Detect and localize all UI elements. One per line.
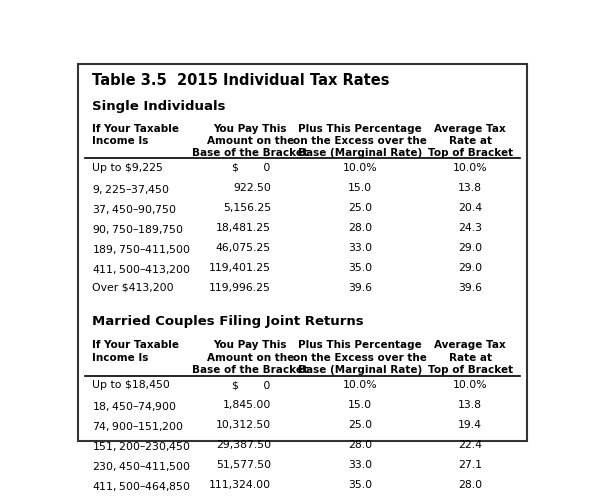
Text: $74,900–$151,200: $74,900–$151,200 — [92, 420, 184, 434]
Text: 10.0%: 10.0% — [343, 163, 378, 173]
Text: 39.6: 39.6 — [348, 283, 372, 293]
Text: 29.0: 29.0 — [458, 243, 482, 253]
Text: 10.0%: 10.0% — [453, 380, 488, 390]
Text: $189,750–$411,500: $189,750–$411,500 — [92, 243, 191, 256]
Text: 13.8: 13.8 — [458, 400, 482, 410]
Text: If Your Taxable
Income Is: If Your Taxable Income Is — [92, 124, 179, 146]
Text: 35.0: 35.0 — [348, 480, 372, 490]
Text: Married Couples Filing Joint Returns: Married Couples Filing Joint Returns — [92, 316, 364, 328]
Text: Average Tax
Rate at
Top of Bracket: Average Tax Rate at Top of Bracket — [427, 124, 512, 158]
Text: 20.4: 20.4 — [458, 203, 482, 213]
Text: Plus This Percentage
on the Excess over the
Base (Marginal Rate): Plus This Percentage on the Excess over … — [293, 340, 427, 375]
Text: 19.4: 19.4 — [458, 420, 482, 430]
Text: 51,577.50: 51,577.50 — [216, 460, 271, 470]
Text: 111,324.00: 111,324.00 — [209, 480, 271, 490]
Text: 5,156.25: 5,156.25 — [223, 203, 271, 213]
Text: 18,481.25: 18,481.25 — [216, 223, 271, 233]
Text: $411,500–$464,850: $411,500–$464,850 — [92, 480, 191, 494]
Text: 10.0%: 10.0% — [453, 163, 488, 173]
Text: 33.0: 33.0 — [348, 243, 372, 253]
Text: 39.6: 39.6 — [458, 283, 482, 293]
Text: $151,200–$230,450: $151,200–$230,450 — [92, 440, 191, 454]
Text: Over $413,200: Over $413,200 — [92, 283, 174, 293]
Text: 119,996.25: 119,996.25 — [209, 283, 271, 293]
Text: 25.0: 25.0 — [348, 420, 372, 430]
Text: 922.50: 922.50 — [233, 183, 271, 193]
Text: 28.0: 28.0 — [348, 440, 372, 450]
Text: 22.4: 22.4 — [458, 440, 482, 450]
Text: $18,450–$74,900: $18,450–$74,900 — [92, 400, 177, 413]
FancyBboxPatch shape — [79, 64, 527, 441]
Text: Plus This Percentage
on the Excess over the
Base (Marginal Rate): Plus This Percentage on the Excess over … — [293, 124, 427, 158]
Text: 10,312.50: 10,312.50 — [216, 420, 271, 430]
Text: Single Individuals: Single Individuals — [92, 100, 226, 114]
Text: $9,225–$37,450: $9,225–$37,450 — [92, 183, 170, 196]
Text: 15.0: 15.0 — [348, 183, 372, 193]
Text: 35.0: 35.0 — [348, 263, 372, 273]
Text: 10.0%: 10.0% — [343, 380, 378, 390]
Text: $37,450–$90,750: $37,450–$90,750 — [92, 203, 177, 216]
Text: $230,450–$411,500: $230,450–$411,500 — [92, 460, 191, 473]
Text: 25.0: 25.0 — [348, 203, 372, 213]
Text: If Your Taxable
Income Is: If Your Taxable Income Is — [92, 340, 179, 362]
Text: 46,075.25: 46,075.25 — [216, 243, 271, 253]
Text: Table 3.5  2015 Individual Tax Rates: Table 3.5 2015 Individual Tax Rates — [92, 74, 389, 88]
Text: You Pay This
Amount on the
Base of the Bracket: You Pay This Amount on the Base of the B… — [192, 124, 309, 158]
Text: 24.3: 24.3 — [458, 223, 482, 233]
Text: 28.0: 28.0 — [348, 223, 372, 233]
Text: You Pay This
Amount on the
Base of the Bracket: You Pay This Amount on the Base of the B… — [192, 340, 309, 375]
Text: 15.0: 15.0 — [348, 400, 372, 410]
Text: 28.0: 28.0 — [458, 480, 482, 490]
Text: 27.1: 27.1 — [458, 460, 482, 470]
Text: Up to $9,225: Up to $9,225 — [92, 163, 163, 173]
Text: 33.0: 33.0 — [348, 460, 372, 470]
Text: $       0: $ 0 — [232, 380, 271, 390]
Text: 1,845.00: 1,845.00 — [222, 400, 271, 410]
Text: $411,500–$413,200: $411,500–$413,200 — [92, 263, 191, 276]
Text: $       0: $ 0 — [232, 163, 271, 173]
Text: Up to $18,450: Up to $18,450 — [92, 380, 170, 390]
Text: 29,387.50: 29,387.50 — [216, 440, 271, 450]
Text: Average Tax
Rate at
Top of Bracket: Average Tax Rate at Top of Bracket — [427, 340, 512, 375]
Text: 13.8: 13.8 — [458, 183, 482, 193]
Text: 119,401.25: 119,401.25 — [209, 263, 271, 273]
Text: $90,750–$189,750: $90,750–$189,750 — [92, 223, 184, 236]
Text: 29.0: 29.0 — [458, 263, 482, 273]
